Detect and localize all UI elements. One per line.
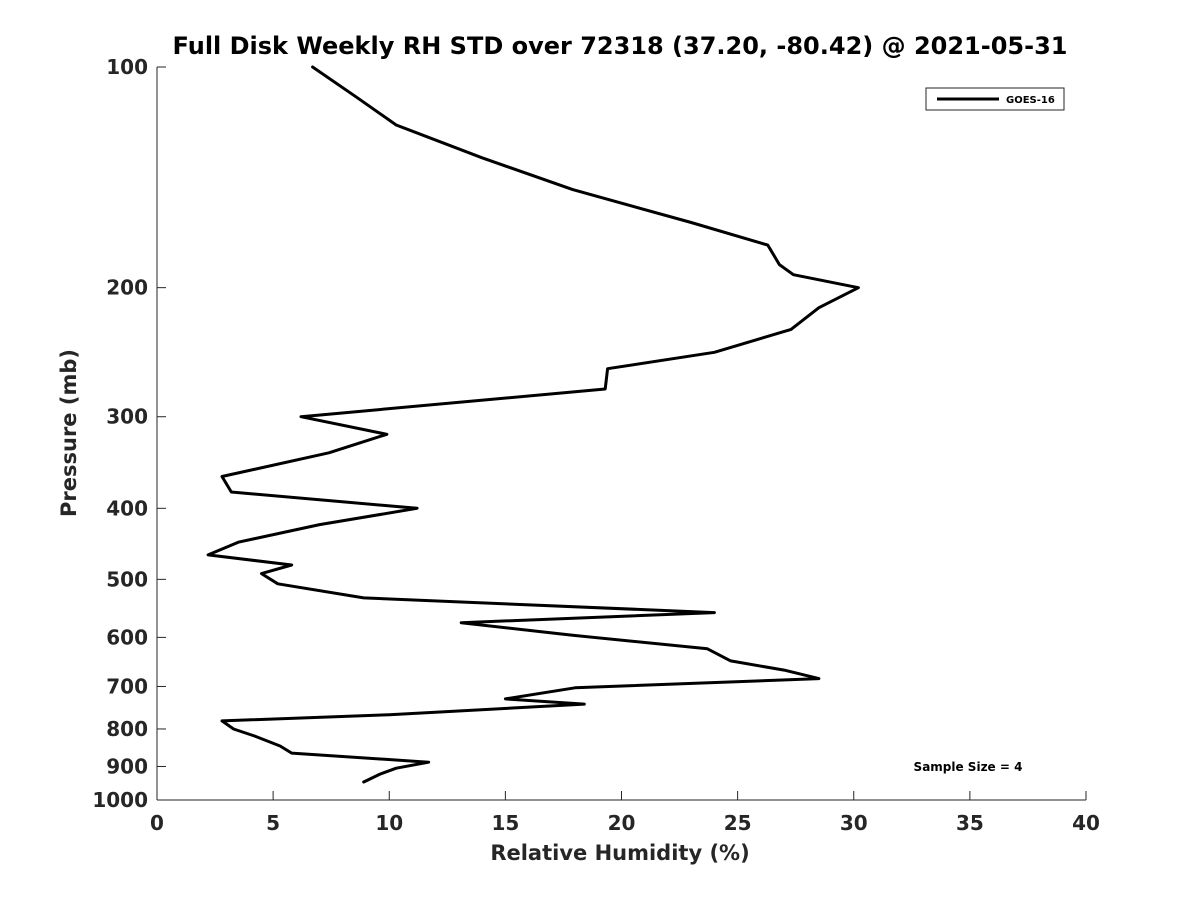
y-tick-label: 600	[106, 625, 148, 649]
sample-size-annotation: Sample Size = 4	[914, 760, 1023, 774]
y-tick-label: 500	[106, 567, 148, 591]
series-layer	[206, 65, 860, 784]
axes-layer: 0 5 10 15 20 25 30 35 40 100 200 300 400 500 600 700 800…	[92, 55, 1100, 835]
x-tick-label: 30	[840, 811, 868, 835]
x-tick-label: 10	[375, 811, 403, 835]
y-tick-label: 700	[106, 674, 148, 698]
plot-background	[157, 67, 1086, 800]
x-tick-label: 25	[724, 811, 752, 835]
y-tick-label: 200	[106, 276, 148, 300]
y-tick-label: 900	[106, 754, 148, 778]
y-tick-label: 400	[106, 496, 148, 520]
y-tick-label: 800	[106, 717, 148, 741]
y-tick-label: 100	[106, 55, 148, 79]
x-tick-label: 5	[266, 811, 280, 835]
plot-area	[157, 67, 1086, 800]
y-tick-label: 300	[106, 405, 148, 429]
x-tick-label: 20	[608, 811, 636, 835]
x-axis-label: Relative Humidity (%)	[490, 841, 749, 865]
y-axis-label: Pressure (mb)	[57, 349, 81, 517]
legend-label: GOES-16	[1006, 95, 1055, 106]
chart-title: Full Disk Weekly RH STD over 72318 (37.2…	[173, 32, 1068, 60]
x-tick-label: 15	[491, 811, 519, 835]
series-line	[206, 65, 860, 784]
x-tick-label: 35	[956, 811, 984, 835]
x-tick-label: 40	[1072, 811, 1100, 835]
legend: GOES-16	[925, 87, 1065, 111]
y-tick-label: 1000	[92, 788, 148, 812]
x-tick-label: 0	[150, 811, 164, 835]
